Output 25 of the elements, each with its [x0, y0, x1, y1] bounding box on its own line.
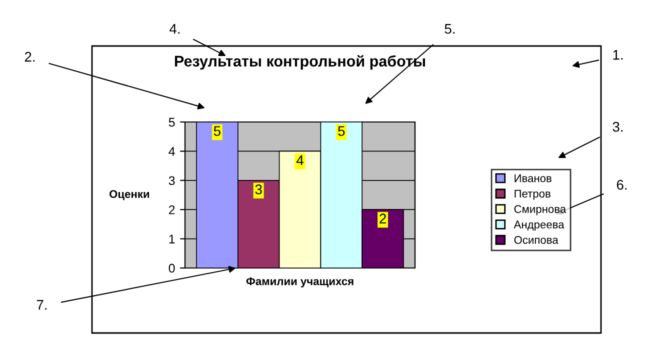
legend-label: Петров	[514, 190, 550, 200]
legend-label: Смирнова	[514, 205, 566, 216]
text: 4.	[170, 24, 180, 34]
data-label: 3	[255, 184, 262, 194]
legend-label: Иванов	[514, 174, 552, 182]
y-tick-label: 1	[169, 234, 175, 244]
text: 7.	[36, 300, 47, 310]
text: 6.	[616, 180, 627, 190]
data-label: 5	[214, 126, 220, 136]
y-tick-label: 2	[168, 205, 175, 214]
x-axis-title: Фамилии учащихся	[246, 277, 354, 288]
legend-label: Осипова	[514, 236, 558, 244]
data-label: 5	[338, 126, 345, 136]
data-label: 2	[380, 214, 386, 224]
text: 1.	[613, 50, 623, 60]
text: 3.	[612, 122, 623, 132]
y-tick-label: 3	[168, 176, 175, 186]
y-axis-title: Оценки	[110, 190, 150, 200]
y-tick-label: 0	[168, 264, 175, 273]
data-label: 4	[296, 155, 304, 165]
text: 5.	[444, 24, 455, 34]
legend-label: Андреева	[514, 220, 564, 231]
y-tick-label: 5	[168, 118, 175, 127]
text: 2.	[24, 52, 35, 62]
y-tick-label: 4	[168, 147, 175, 156]
